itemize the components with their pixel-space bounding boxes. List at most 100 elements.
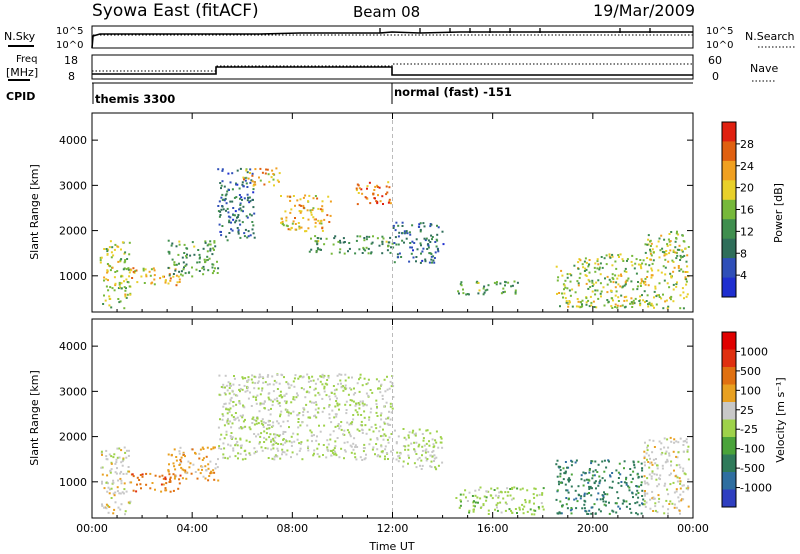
echo-cell (324, 382, 327, 385)
echo-cell (220, 187, 222, 190)
echo-cell (682, 270, 685, 273)
echo-cell (687, 486, 690, 489)
echo-cell (590, 512, 593, 515)
echo-cell (644, 493, 647, 495)
echo-cell (271, 375, 274, 378)
echo-cell (314, 387, 317, 390)
echo-cell (225, 202, 228, 205)
echo-cell (220, 448, 223, 450)
echo-cell (179, 463, 182, 466)
echo-cell (668, 452, 671, 455)
echo-cell (650, 267, 653, 270)
echo-cell (386, 249, 389, 252)
echo-cell (376, 455, 379, 458)
echo-cell (347, 376, 350, 379)
echo-cell (318, 222, 321, 225)
echo-cell (125, 490, 128, 493)
echo-cell (325, 394, 328, 397)
echo-cell (420, 252, 422, 255)
echo-cell (509, 488, 512, 490)
echo-cell (619, 507, 621, 510)
echo-cell (299, 447, 302, 450)
echo-cell (465, 496, 467, 499)
echo-cell (347, 250, 349, 253)
echo-cell (537, 506, 540, 509)
echo-cell (392, 224, 395, 227)
echo-cell (626, 279, 629, 282)
echo-cell (328, 404, 331, 407)
echo-cell (623, 460, 626, 463)
echo-cell (628, 503, 631, 505)
echo-cell (235, 394, 238, 397)
echo-cell (647, 303, 650, 306)
echo-cell (362, 447, 365, 449)
echo-cell (641, 469, 644, 472)
echo-cell (587, 265, 590, 268)
echo-cell (685, 280, 688, 283)
echo-cell (663, 437, 666, 440)
echo-cell (657, 269, 660, 272)
echo-cell (651, 490, 654, 493)
echo-cell (336, 404, 339, 407)
echo-cell (327, 376, 330, 379)
echo-cell (407, 462, 409, 465)
echo-cell (246, 380, 248, 383)
echo-cell (644, 280, 647, 283)
echo-cell (682, 444, 685, 446)
echo-cell (109, 297, 112, 300)
echo-cell (330, 392, 333, 394)
echo-cell (117, 298, 120, 300)
echo-cell (434, 466, 437, 469)
echo-cell (620, 275, 623, 277)
echo-cell (434, 251, 437, 254)
echo-cell (241, 416, 244, 419)
echo-cell (511, 486, 514, 489)
echo-cell (225, 430, 228, 433)
echo-cell (222, 442, 225, 445)
echo-cell (658, 477, 661, 480)
echo-cell (363, 416, 366, 419)
echo-cell (541, 492, 544, 495)
echo-cell (385, 240, 388, 243)
colorbar-tick-label: -100 (740, 443, 765, 456)
echo-cell (669, 436, 672, 439)
echo-cell (228, 392, 231, 395)
echo-cell (574, 291, 577, 294)
echo-cell (664, 482, 667, 485)
echo-cell (384, 434, 387, 437)
echo-cell (180, 466, 183, 469)
echo-cell (642, 498, 645, 501)
echo-cell (244, 228, 247, 231)
echo-cell (132, 489, 135, 492)
echo-cell (175, 274, 178, 277)
echo-cell (234, 444, 237, 447)
echo-cell (604, 504, 607, 507)
echo-cell (598, 266, 601, 269)
echo-cell (276, 397, 278, 400)
echo-cell (421, 250, 424, 253)
echo-cell (639, 295, 642, 298)
echo-cell (328, 405, 330, 408)
echo-cell (217, 458, 219, 461)
echo-cell (500, 292, 503, 295)
echo-cell (185, 256, 188, 259)
echo-cell (671, 502, 674, 505)
echo-cell (389, 402, 392, 405)
echo-cell (669, 272, 672, 275)
freq-trace (92, 66, 693, 76)
echo-cell (577, 305, 580, 308)
echo-cell (459, 499, 462, 502)
echo-cell (343, 386, 346, 389)
echo-cell (349, 433, 352, 436)
echo-cell (357, 413, 360, 416)
echo-cell (637, 281, 639, 283)
echo-cell (142, 269, 145, 272)
echo-cell (685, 441, 688, 444)
echo-cell (334, 440, 337, 443)
echo-cell (312, 379, 315, 382)
echo-cell (384, 448, 387, 451)
echo-cell (502, 291, 505, 294)
echo-cell (609, 280, 612, 283)
echo-cell (592, 470, 595, 473)
